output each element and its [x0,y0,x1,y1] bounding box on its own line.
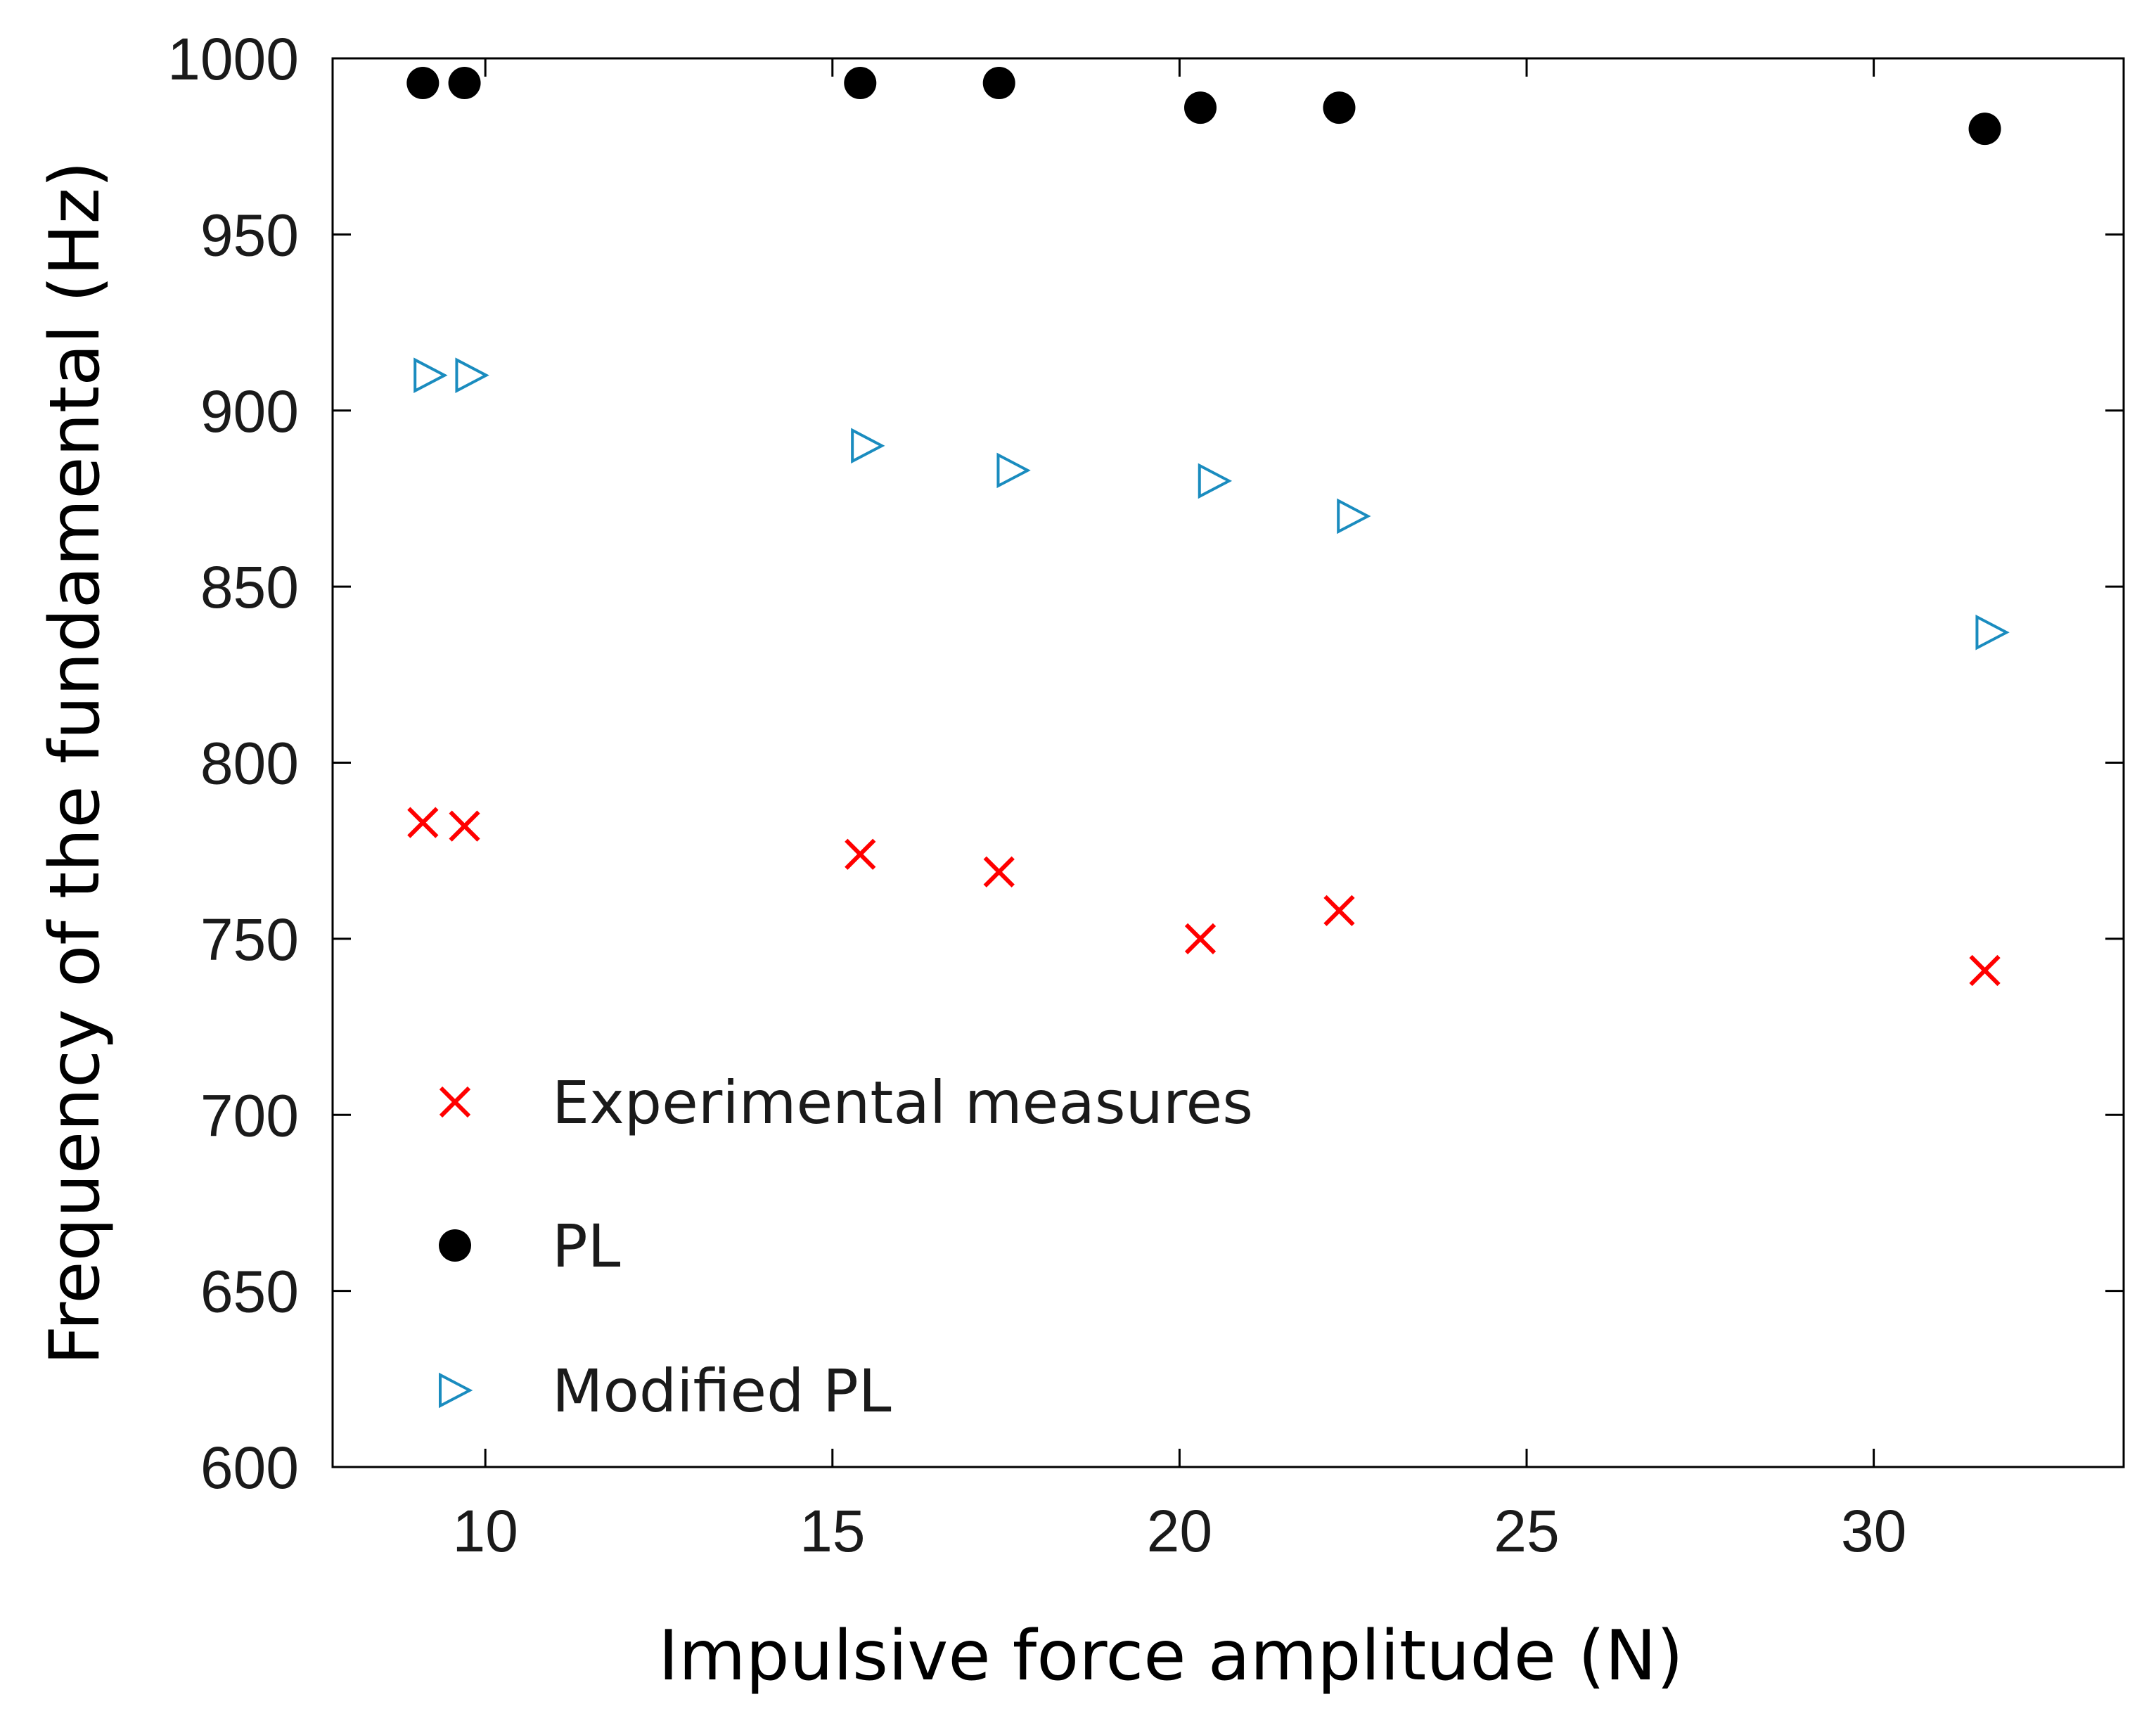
modified-pl-point [1337,498,1371,534]
legend-label-pl: PL [552,1212,621,1281]
y-tick-label: 750 [200,907,299,973]
experimental-point [1323,895,1355,926]
experimental-point [449,810,480,842]
experimental-point [1969,954,2001,987]
legend-marker-modified-pl [439,1372,473,1409]
modified-pl-point [413,357,448,393]
series-modified-pl [413,357,2010,651]
axis-tick-labels: 10 15 20 25 30 600 650 700 750 800 850 900 950 1000 [167,26,1906,1564]
x-axis-title: Impulsive force amplitude (N) [658,1616,1683,1696]
legend-label-experimental: Experimental measures [552,1068,1253,1137]
pl-point [406,67,439,100]
axis-ticks [333,57,2124,1468]
legend-marker-pl [439,1229,471,1262]
pl-point [448,67,481,100]
y-axis-title: Frequency of the fundamental (Hz) [35,161,115,1365]
pl-point [1323,91,1356,124]
series-pl [406,67,2001,146]
pl-point [1968,113,2001,146]
legend-symbol [439,1372,473,1409]
legend: Experimental measures PL Modified PL [439,1068,1253,1426]
modified-pl-point [1198,463,1233,499]
x-tick-label: 20 [1147,1498,1212,1564]
pl-point [844,67,877,100]
pl-point [1184,91,1217,124]
x-tick-label: 30 [1841,1498,1906,1564]
x-tick-label: 25 [1494,1498,1559,1564]
experimental-point [407,807,439,838]
legend-symbol [439,1086,471,1118]
y-tick-label: 1000 [167,26,299,92]
experimental-point [983,856,1015,888]
y-tick-label: 600 [200,1435,299,1501]
modified-pl-point [455,357,489,393]
y-tick-label: 950 [200,202,299,268]
x-tick-label: 15 [800,1498,865,1564]
y-tick-label: 900 [200,378,299,444]
y-tick-label: 850 [200,554,299,620]
modified-pl-point [851,428,885,464]
y-tick-label: 650 [200,1259,299,1325]
legend-label-modified-pl: Modified PL [552,1357,892,1426]
experimental-point [845,838,876,870]
y-tick-label: 700 [200,1082,299,1148]
series-experimental [407,807,2001,987]
modified-pl-point [1975,614,2010,651]
modified-pl-point [996,452,1031,489]
x-tick-label: 10 [452,1498,518,1564]
pl-point [982,67,1015,100]
legend-marker-experimental [439,1086,471,1118]
experimental-point [1184,923,1217,954]
y-tick-label: 800 [200,731,299,797]
legend-symbol [439,1229,471,1262]
data-points [406,67,2010,987]
